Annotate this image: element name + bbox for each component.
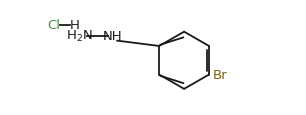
Text: NH: NH bbox=[103, 30, 123, 43]
Text: H$_2$N: H$_2$N bbox=[66, 29, 93, 44]
Text: Cl: Cl bbox=[47, 19, 60, 32]
Text: Br: Br bbox=[213, 68, 227, 81]
Text: H: H bbox=[70, 19, 80, 32]
